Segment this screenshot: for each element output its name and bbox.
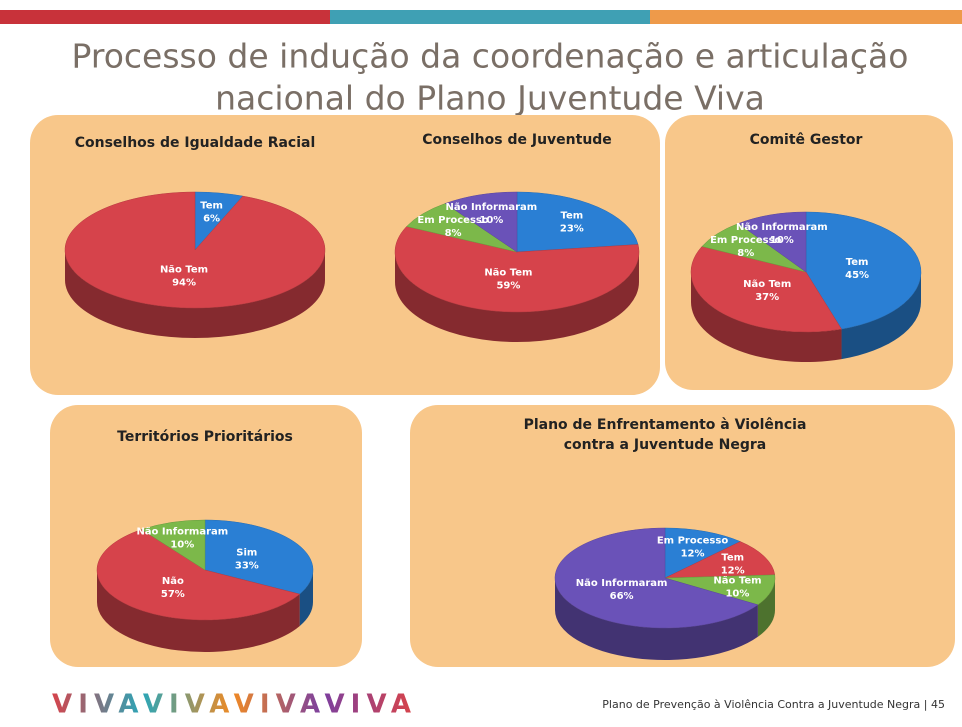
pie-slice-side	[691, 272, 842, 362]
label-value: 94%	[172, 278, 196, 289]
label-category: Não	[162, 576, 184, 587]
label-value: 12%	[681, 548, 705, 559]
data-label: Sim 33%	[235, 548, 259, 572]
label-category: Não Tem	[160, 265, 208, 276]
data-label: Não Tem 37%	[743, 279, 791, 303]
pie-slice-side	[395, 252, 639, 342]
slide-title: nacional do Plano Juventude Viva	[215, 79, 765, 118]
chart-title: Territórios Prioritários	[117, 429, 293, 445]
pie-slice	[516, 191, 639, 253]
label-value: 10%	[770, 235, 794, 246]
label-category: Não Tem	[484, 268, 532, 279]
data-label: Tem 45%	[845, 257, 869, 281]
data-label: Não Tem 94%	[160, 265, 208, 289]
data-label: Tem 12%	[721, 553, 745, 577]
label-category: Não Tem	[713, 575, 761, 586]
label-category: Não Informaram	[445, 202, 537, 213]
label-value: 37%	[755, 292, 779, 303]
chart-title: contra a Juventude Negra	[564, 437, 767, 453]
data-label: Não Informaram 10%	[136, 527, 228, 551]
data-label: Em Processo 12%	[657, 535, 728, 559]
label-category: Tem	[721, 553, 744, 564]
pie-slice-side	[299, 570, 313, 627]
chart-title: Comitê Gestor	[750, 132, 863, 148]
data-label: Não Informaram 10%	[445, 202, 537, 226]
data-label: Não 57%	[161, 576, 185, 600]
label-category: Sim	[236, 548, 257, 559]
chart-title: Conselhos de Igualdade Racial	[75, 135, 316, 151]
data-label: Em Processo 8%	[710, 235, 781, 259]
data-label: Não Tem 10%	[713, 575, 761, 599]
label-value: 6%	[203, 213, 220, 224]
chart-title: Plano de Enfrentamento à Violência	[524, 417, 807, 433]
pie-slice-side	[841, 272, 921, 360]
label-value: 10%	[170, 540, 194, 551]
label-value: 66%	[610, 591, 634, 602]
label-value: 45%	[845, 270, 869, 281]
data-label: Não Informaram 66%	[576, 578, 668, 602]
pie-slice-side	[97, 570, 300, 653]
data-label: Tem 23%	[560, 210, 584, 234]
label-category: Em Processo	[657, 535, 728, 546]
pie-slice	[96, 529, 301, 621]
pie-slice	[140, 519, 206, 571]
pie-slice	[737, 211, 807, 273]
label-value: 10%	[725, 588, 749, 599]
pie-slice	[664, 541, 776, 579]
label-category: Em Processo	[710, 235, 781, 246]
label-category: Tem	[846, 257, 869, 268]
data-label: Não Informaram 10%	[736, 222, 828, 246]
label-value: 8%	[445, 228, 462, 239]
label-category: Não Informaram	[136, 527, 228, 538]
label-value: 59%	[496, 281, 520, 292]
top-bar	[0, 10, 330, 24]
label-category: Não Informaram	[576, 578, 668, 589]
pie-slice	[204, 519, 314, 595]
label-category: Não Tem	[743, 279, 791, 290]
label-value: 8%	[737, 248, 754, 259]
data-label: Não Tem 59%	[484, 268, 532, 292]
top-bar	[330, 10, 650, 24]
chart-title: Conselhos de Juventude	[422, 132, 612, 148]
data-label: Em Processo 8%	[417, 215, 488, 239]
label-category: Em Processo	[417, 215, 488, 226]
label-category: Tem	[561, 210, 584, 221]
pie-slice	[664, 527, 741, 579]
data-label: Tem 6%	[200, 200, 223, 224]
pie-slice-side	[65, 250, 325, 338]
pie-slice-side	[555, 578, 758, 660]
pie-slice	[444, 191, 518, 253]
label-value: 10%	[479, 215, 503, 226]
label-value: 33%	[235, 561, 259, 572]
label-value: 12%	[721, 566, 745, 577]
pie-slice	[394, 226, 640, 313]
pie-slice-side	[757, 578, 775, 637]
pie-slice	[64, 191, 326, 309]
label-value: 57%	[161, 589, 185, 600]
top-bar	[650, 10, 962, 24]
pie-slice	[690, 246, 842, 333]
label-category: Tem	[200, 200, 223, 211]
label-category: Não Informaram	[736, 222, 828, 233]
slide-title: Processo de indução da coordenação e art…	[72, 37, 909, 76]
label-value: 23%	[560, 223, 584, 234]
pie-slice	[805, 211, 922, 330]
footer-text: Plano de Prevenção à Violência Contra a …	[602, 698, 945, 711]
pie-slice	[554, 527, 759, 629]
